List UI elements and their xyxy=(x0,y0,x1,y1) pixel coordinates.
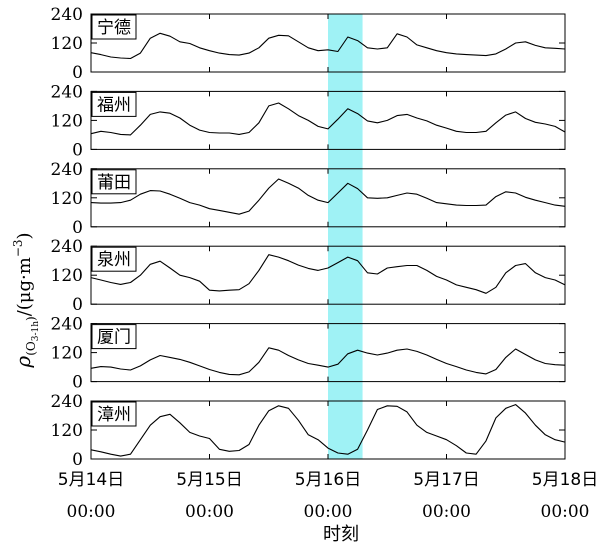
panel-4: 0 120 240 厦门 xyxy=(51,315,566,393)
ylabel-tail: /(μg·m xyxy=(14,257,35,316)
x-tick-label-time: 00:00 xyxy=(541,502,590,522)
x-tick-label-time: 00:00 xyxy=(185,502,234,522)
y-tick-label: 0 xyxy=(72,218,83,238)
y-tick-label: 240 xyxy=(51,315,83,335)
ylabel-subsub: 3-1h xyxy=(31,321,41,341)
x-tick-label-date: 5月16日 xyxy=(295,470,361,490)
y-tick-label: 120 xyxy=(51,34,83,54)
y-tick-label: 120 xyxy=(51,344,83,364)
city-label-box xyxy=(91,401,137,427)
y-tick-label: 120 xyxy=(51,189,83,209)
series-line-3 xyxy=(90,254,566,294)
ylabel-base: ρ xyxy=(11,356,35,369)
city-label: 莆田 xyxy=(97,173,131,193)
ylabel-sub: (O xyxy=(24,341,38,356)
x-tick-label-date: 5月17日 xyxy=(413,470,479,490)
panels-layer: 0 120 240 宁德 0 120 240 福州 0 120 240 莆田 0 120 240 泉州 0 120… xyxy=(51,5,566,470)
y-tick-label: 0 xyxy=(72,63,83,83)
y-tick-label: 240 xyxy=(51,237,83,257)
x-tick-label-time: 00:00 xyxy=(67,502,116,522)
city-label-box xyxy=(91,14,137,40)
y-tick-label: 240 xyxy=(51,160,83,180)
city-label-box xyxy=(91,91,137,117)
highlight-layer xyxy=(328,14,363,459)
y-tick-label: 240 xyxy=(51,5,83,25)
city-label-box xyxy=(91,246,137,272)
x-tick-label-date: 5月15日 xyxy=(176,470,242,490)
highlight-band xyxy=(328,14,363,459)
x-axis-title: 时刻 xyxy=(323,524,359,545)
panel-5: 0 120 240 漳州 xyxy=(51,392,566,470)
panel-1: 0 120 240 福州 xyxy=(51,82,566,160)
panel-2: 0 120 240 莆田 xyxy=(51,160,566,238)
x-axis: 5月14日 00:00 5月15日 00:00 5月16日 00:00 5月17日 00:00… xyxy=(58,470,598,522)
y-axis-title: ρ(O3-1h)/(μg·m−3) xyxy=(11,232,41,368)
y-tick-label: 120 xyxy=(51,421,83,441)
panel-0: 0 120 240 宁德 xyxy=(51,5,566,83)
y-tick-label: 0 xyxy=(72,450,83,470)
ylabel-sup: −3 xyxy=(11,239,25,257)
y-tick-label: 120 xyxy=(51,266,83,286)
city-label: 福州 xyxy=(97,95,131,115)
y-tick-label: 120 xyxy=(51,111,83,131)
y-tick-label: 0 xyxy=(72,295,83,315)
y-tick-label: 240 xyxy=(51,82,83,102)
y-tick-label: 0 xyxy=(72,373,83,393)
ylabel-sub-end: ) xyxy=(24,316,38,321)
series-line-1 xyxy=(90,102,566,136)
series-line-5 xyxy=(90,404,566,457)
series-line-2 xyxy=(90,178,566,215)
x-tick-label-date: 5月14日 xyxy=(58,470,124,490)
series-line-0 xyxy=(90,32,566,60)
series-line-4 xyxy=(90,347,566,376)
city-label: 宁德 xyxy=(97,18,131,38)
x-tick-label-time: 00:00 xyxy=(422,502,471,522)
city-label-box xyxy=(91,169,137,195)
panel-3: 0 120 240 泉州 xyxy=(51,237,566,315)
city-label: 厦门 xyxy=(97,328,131,348)
x-tick-label-time: 00:00 xyxy=(304,502,353,522)
ylabel-close: ) xyxy=(14,232,35,239)
y-tick-label: 240 xyxy=(51,392,83,412)
city-label-box xyxy=(91,324,137,350)
y-tick-label: 0 xyxy=(72,140,83,160)
city-label: 泉州 xyxy=(97,250,131,270)
x-tick-label-date: 5月18日 xyxy=(532,470,598,490)
city-label: 漳州 xyxy=(97,405,131,425)
